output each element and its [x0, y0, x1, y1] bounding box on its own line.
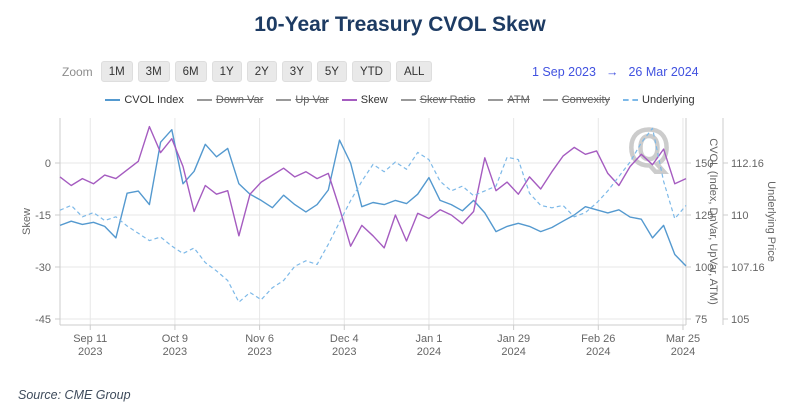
axis-lines [55, 118, 728, 330]
legend-swatch-skew [341, 99, 357, 101]
legend-label-skew-ratio: Skew Ratio [419, 94, 476, 106]
svg-text:125: 125 [695, 210, 713, 222]
date-range-end[interactable]: 26 Mar 2024 [628, 65, 699, 79]
svg-text:2024: 2024 [501, 346, 525, 358]
legend-item-skew-ratio[interactable]: Skew Ratio [400, 94, 476, 106]
legend-item-convexity[interactable]: Convexity [542, 94, 611, 106]
svg-text:105: 105 [731, 314, 749, 326]
chart-legend: CVOL Index Down Var Up Var Skew Skew Ratio AT… [0, 94, 800, 106]
zoom-buttons-group: 1M 3M 6M 1Y 2Y 3Y 5Y YTD ALL [100, 61, 433, 82]
svg-text:Jan 29: Jan 29 [497, 333, 530, 345]
legend-swatch-atm [488, 99, 504, 101]
svg-text:2023: 2023 [247, 346, 271, 358]
zoom-button-5y[interactable]: 5Y [316, 61, 347, 82]
left-axis-title: Skew [21, 208, 33, 235]
svg-text:Sep 11: Sep 11 [73, 333, 107, 345]
chart-title: 10-Year Treasury CVOL Skew [254, 13, 546, 36]
svg-text:0: 0 [45, 158, 51, 170]
zoom-button-2y[interactable]: 2Y [246, 61, 277, 82]
legend-swatch-skew-ratio [400, 99, 416, 101]
legend-item-atm[interactable]: ATM [488, 94, 530, 106]
plot-area[interactable] [60, 118, 686, 325]
svg-text:2024: 2024 [417, 346, 441, 358]
svg-text:100: 100 [695, 262, 713, 274]
zoom-button-1m[interactable]: 1M [100, 61, 133, 82]
svg-text:Oct 9: Oct 9 [162, 333, 188, 345]
svg-text:-15: -15 [35, 210, 51, 222]
legend-item-underlying[interactable]: Underlying [623, 94, 695, 106]
zoom-button-1y[interactable]: 1Y [211, 61, 242, 82]
svg-text:110: 110 [731, 210, 749, 222]
legend-swatch-convexity [542, 99, 558, 101]
date-range-arrow-icon: → [605, 65, 619, 79]
legend-label-convexity: Convexity [561, 94, 611, 106]
legend-label-atm: ATM [507, 94, 530, 106]
legend-label-down-var: Down Var [215, 94, 264, 106]
legend-label-cvol-index: CVOL Index [124, 94, 184, 106]
zoom-label: Zoom [62, 64, 93, 79]
svg-text:Dec 4: Dec 4 [330, 333, 359, 345]
legend-swatch-cvol-index [105, 99, 121, 101]
legend-item-up-var[interactable]: Up Var [276, 94, 329, 106]
svg-text:150: 150 [695, 158, 713, 170]
svg-text:Nov 6: Nov 6 [245, 333, 274, 345]
svg-text:Feb 26: Feb 26 [581, 333, 615, 345]
series-line-underlying [59, 127, 687, 303]
legend-swatch-down-var [196, 99, 212, 101]
legend-swatch-underlying [623, 99, 639, 101]
svg-text:Jan 1: Jan 1 [415, 333, 442, 345]
legend-swatch-up-var [276, 99, 292, 101]
svg-text:2023: 2023 [163, 346, 187, 358]
legend-label-up-var: Up Var [295, 94, 329, 106]
zoom-button-all[interactable]: ALL [395, 61, 433, 82]
source-attribution: Source: CME Group [18, 388, 131, 402]
axis-tick-labels: 0 -15 -30 -45 150 125 100 75 112.16 110 107.16 105 S… [35, 158, 765, 358]
legend-item-skew[interactable]: Skew [341, 94, 388, 106]
legend-item-down-var[interactable]: Down Var [196, 94, 264, 106]
axis-titles: Skew CVOL (Index, DnVar, UpVar, ATM) Under… [21, 138, 777, 304]
zoom-button-ytd[interactable]: YTD [351, 61, 391, 82]
legend-label-skew: Skew [360, 94, 388, 106]
zoom-button-6m[interactable]: 6M [174, 61, 207, 82]
series-line-skew [59, 125, 687, 249]
date-range-start[interactable]: 1 Sep 2023 [532, 65, 596, 79]
zoom-button-3y[interactable]: 3Y [281, 61, 312, 82]
svg-text:2024: 2024 [671, 346, 695, 358]
date-range: 1 Sep 2023 → 26 Mar 2024 [532, 65, 699, 79]
svg-text:2023: 2023 [332, 346, 356, 358]
legend-item-cvol-index[interactable]: CVOL Index [105, 94, 184, 106]
svg-text:107.16: 107.16 [731, 262, 765, 274]
series-line-cvol-index [59, 128, 687, 267]
svg-text:2024: 2024 [586, 346, 610, 358]
right-axis-title-cvol: CVOL (Index, DnVar, UpVar, ATM) [707, 138, 719, 304]
zoom-toolbar: Zoom 1M 3M 6M 1Y 2Y 3Y 5Y YTD ALL [62, 61, 433, 82]
svg-text:2023: 2023 [78, 346, 102, 358]
svg-text:-30: -30 [35, 262, 51, 274]
zoom-button-3m[interactable]: 3M [137, 61, 170, 82]
svg-text:-45: -45 [35, 314, 51, 326]
svg-text:75: 75 [695, 314, 707, 326]
legend-label-underlying: Underlying [642, 94, 695, 106]
right-axis-title-underlying: Underlying Price [765, 181, 777, 262]
svg-text:Mar 25: Mar 25 [666, 333, 700, 345]
svg-text:112.16: 112.16 [731, 158, 764, 170]
gridlines [60, 118, 686, 325]
